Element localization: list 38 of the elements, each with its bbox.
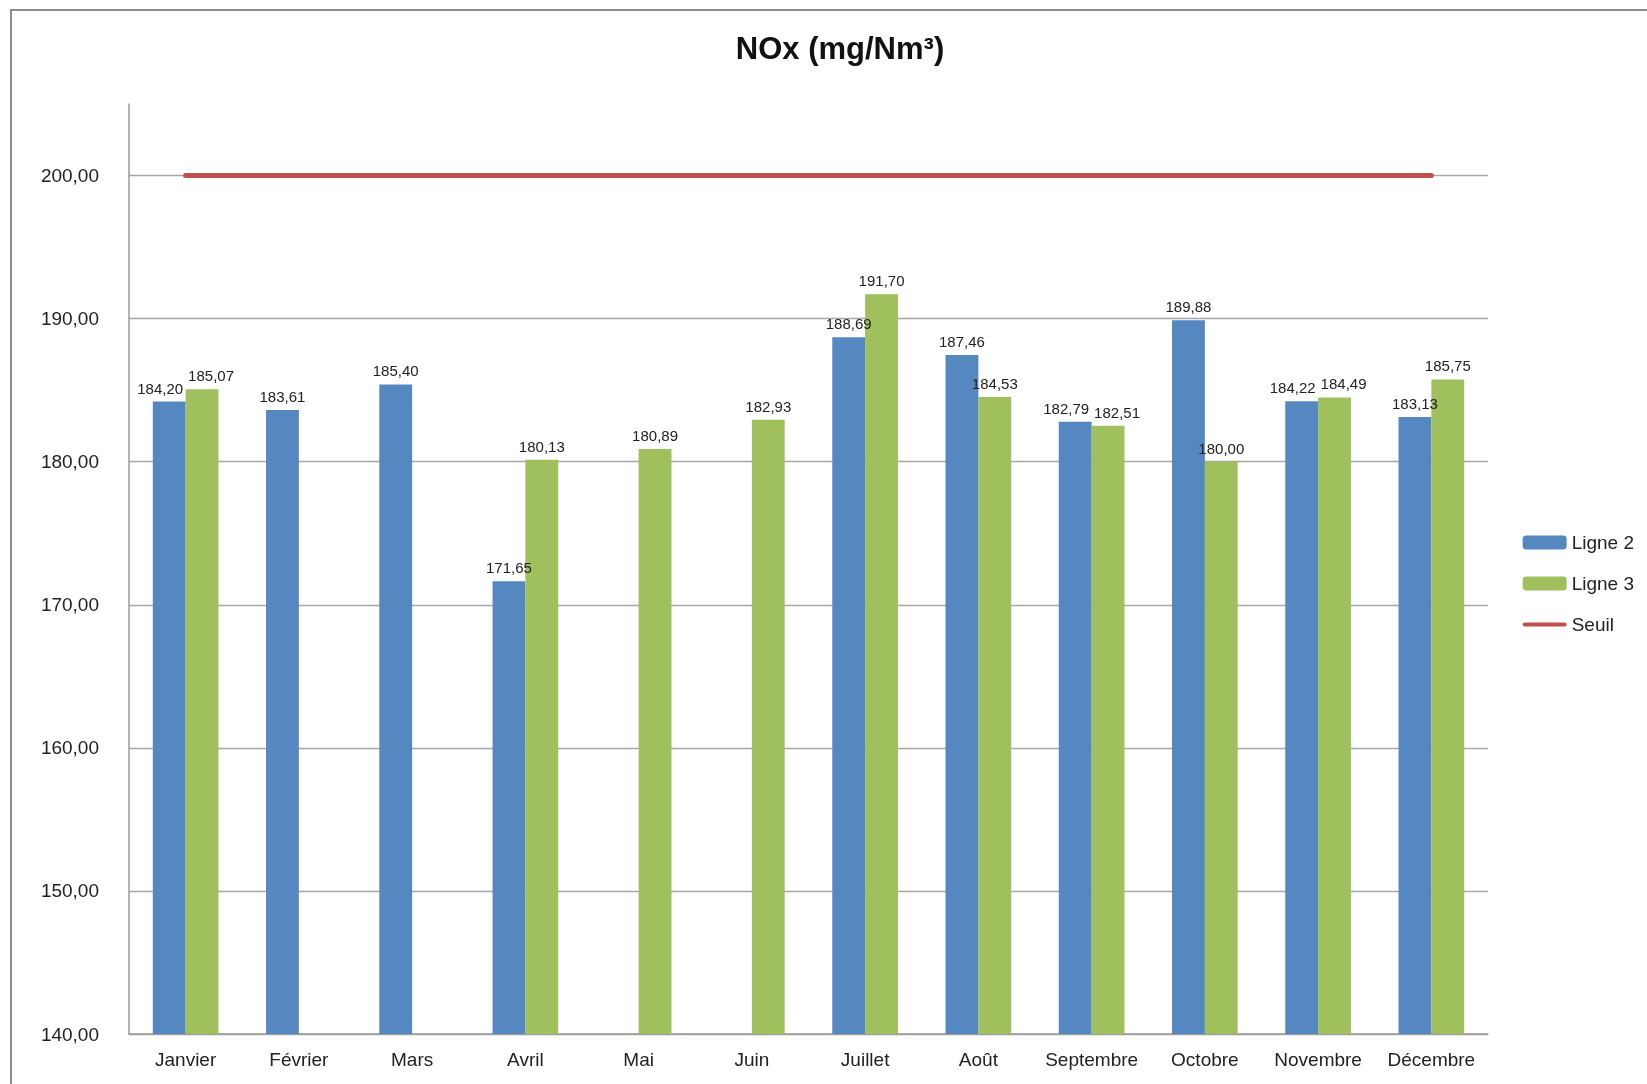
y-tick-label: 170,00: [40, 594, 99, 616]
data-label: 182,93: [745, 397, 792, 415]
data-label: 185,75: [1424, 357, 1471, 375]
y-tick-label: 160,00: [40, 737, 99, 759]
x-tick-label: Mai: [623, 1049, 654, 1070]
y-tick-label: 140,00: [40, 1023, 99, 1045]
y-tick-label: 180,00: [40, 451, 99, 473]
data-label: 187,46: [939, 332, 985, 350]
data-label: 183,61: [259, 388, 306, 406]
x-tick-label: Juillet: [840, 1049, 891, 1070]
data-label: 191,70: [858, 272, 905, 290]
data-label: 182,51: [1094, 403, 1140, 421]
y-tick-label: 150,00: [40, 880, 99, 902]
data-label: 184,22: [1269, 379, 1316, 397]
x-tick-label: Octobre: [1171, 1049, 1239, 1070]
data-label: 180,89: [632, 426, 678, 444]
data-label: 184,20: [137, 379, 184, 397]
y-tick-label: 190,00: [40, 308, 99, 330]
data-label: 185,07: [188, 367, 234, 385]
data-label: 189,88: [1165, 298, 1212, 316]
legend-label: Ligne 2: [1571, 532, 1635, 553]
x-tick-label: Août: [958, 1049, 999, 1070]
data-label: 182,79: [1043, 399, 1090, 417]
legend-label: Seuil: [1571, 614, 1614, 635]
data-label: 185,40: [372, 362, 419, 380]
x-tick-label: Décembre: [1387, 1049, 1476, 1070]
x-tick-label: Novembre: [1274, 1049, 1362, 1070]
x-tick-label: Avril: [507, 1049, 544, 1070]
x-tick-label: Juin: [734, 1049, 770, 1070]
x-tick-label: Janvier: [155, 1049, 217, 1070]
data-label: 180,13: [518, 437, 565, 455]
x-tick-label: Septembre: [1045, 1049, 1139, 1070]
y-tick-label: 200,00: [40, 165, 99, 187]
chart-title: NOx (mg/Nm³): [735, 31, 945, 66]
legend-label: Ligne 3: [1571, 573, 1635, 594]
data-label: 184,49: [1320, 375, 1367, 393]
x-tick-label: Mars: [391, 1049, 434, 1070]
x-tick-label: Février: [269, 1049, 330, 1070]
